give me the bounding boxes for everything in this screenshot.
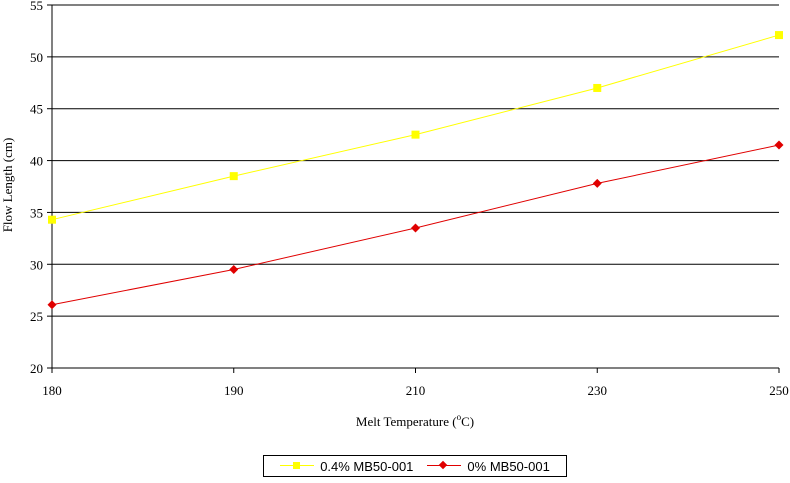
gridlines [52, 4, 779, 369]
series-1 [48, 31, 783, 224]
y-axis-label: Flow Length (cm) [0, 138, 15, 233]
legend-swatch-series-2 [427, 460, 462, 472]
y-tick-label-35: 35 [30, 205, 43, 220]
y-tick-label-25: 25 [30, 309, 43, 324]
y-tick-label-40: 40 [30, 154, 43, 169]
series-2-point-230 [592, 178, 602, 188]
x-tick-label-190: 190 [224, 383, 244, 398]
axes [47, 4, 780, 373]
legend-entry-series-2: 0% MB50-001 [427, 458, 550, 474]
x-axis-label-unit: C) [461, 414, 474, 429]
series-group [47, 31, 784, 310]
legend-entry-series-1: 0.4% MB50-001 [280, 459, 413, 474]
y-tick-label-45: 45 [30, 102, 43, 117]
series-2-point-190 [229, 264, 239, 274]
y-tick-label-50: 50 [30, 50, 43, 65]
series-2-point-250 [774, 140, 784, 150]
x-tick-label-230: 230 [588, 383, 608, 398]
y-tick-label-55: 55 [30, 0, 43, 13]
x-axis-label: Melt Temperature (oC) [356, 412, 474, 429]
series-1-line [51, 34, 780, 221]
x-axis-label-text: Melt Temperature ( [356, 414, 457, 429]
series-2 [47, 140, 784, 310]
x-tick-labels: 180 190 210 230 250 [42, 383, 789, 398]
y-tick-label-30: 30 [30, 257, 43, 272]
y-tick-labels: 20 25 30 35 40 45 50 55 [30, 0, 43, 376]
legend: 0.4% MB50-001 0% MB50-001 [263, 455, 567, 477]
series-1-point-210 [411, 130, 420, 139]
series-2-point-180 [47, 300, 57, 310]
legend-square-marker-icon [293, 462, 301, 469]
legend-diamond-marker-icon [439, 460, 448, 470]
y-tick-label-20: 20 [30, 361, 43, 376]
x-axis-label-degree: o [457, 412, 462, 422]
x-tick-label-250: 250 [769, 383, 789, 398]
x-tick-label-180: 180 [42, 383, 62, 398]
x-tick-label-210: 210 [406, 383, 426, 398]
series-1-point-230 [593, 83, 602, 92]
series-1-point-250 [775, 31, 783, 40]
series-1-point-190 [229, 172, 238, 181]
legend-label-series-1: 0.4% MB50-001 [320, 458, 414, 474]
legend-label-series-2: 0% MB50-001 [467, 458, 550, 474]
legend-swatch-series-1 [280, 460, 315, 472]
series-1-point-180 [48, 215, 56, 224]
series-2-point-210 [411, 223, 420, 233]
